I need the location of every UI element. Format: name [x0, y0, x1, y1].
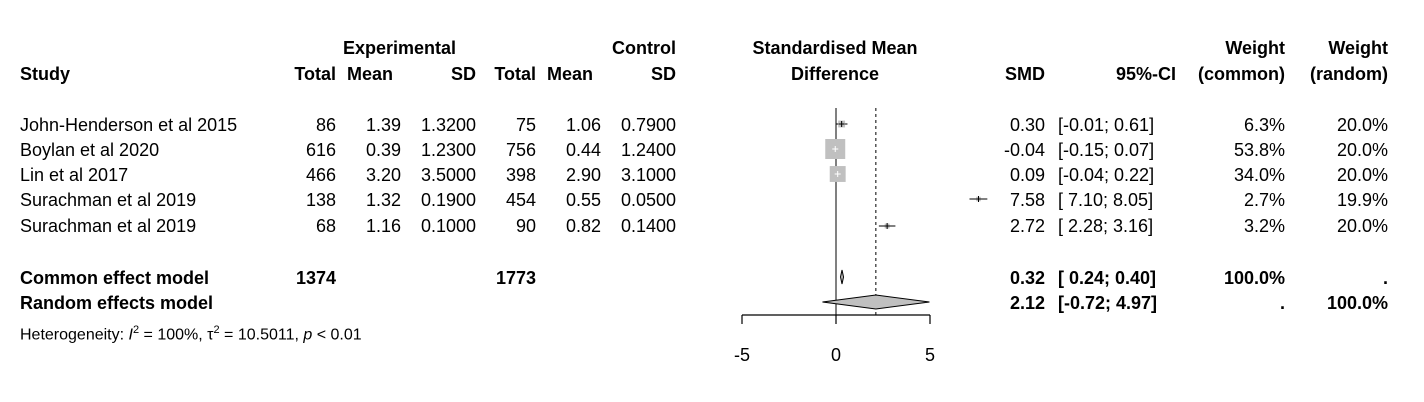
- e-sd: 3.5000: [420, 165, 476, 185]
- c-mean: 2.90: [565, 165, 601, 185]
- random-effects-diamond: [822, 294, 930, 310]
- c-sd: 1.2400: [620, 140, 676, 160]
- ci-value: [ 2.28; 3.16]: [1058, 216, 1154, 236]
- header-c-sd: SD: [650, 64, 676, 84]
- study-name: Lin et al 2017: [20, 165, 129, 185]
- weight-random: 20.0%: [1336, 216, 1388, 236]
- e-total: 466: [305, 165, 336, 185]
- c-total: 756: [505, 140, 536, 160]
- heterogeneity-tau2: 10.5011: [237, 326, 295, 344]
- heterogeneity-p: < 0.01: [316, 326, 362, 344]
- header-smd-title-1: Standardised Mean: [752, 38, 918, 58]
- c-total: 75: [515, 115, 536, 135]
- e-sd: 1.2300: [420, 140, 476, 160]
- common-smd: 0.32: [1009, 268, 1045, 288]
- e-sd: 1.3200: [420, 115, 476, 135]
- c-mean: 0.44: [565, 140, 601, 160]
- e-mean: 3.20: [365, 165, 401, 185]
- study-name: John-Henderson et al 2015: [20, 115, 238, 135]
- weight-common: 53.8%: [1233, 140, 1285, 160]
- smd-value: 7.58: [1009, 190, 1045, 210]
- e-total: 86: [315, 115, 336, 135]
- study-name: Surachman et al 2019: [20, 190, 197, 210]
- e-mean: 0.39: [365, 140, 401, 160]
- header-c-mean: Mean: [547, 64, 594, 84]
- random-weight-common: .: [1279, 293, 1285, 313]
- e-total: 68: [315, 216, 336, 236]
- common-weight-common: 100.0%: [1223, 268, 1285, 288]
- common-effect-diamond: [840, 269, 845, 285]
- weight-common: 6.3%: [1243, 115, 1285, 135]
- c-total: 90: [515, 216, 536, 236]
- header-weight-random-top: Weight: [1328, 38, 1388, 58]
- c-sd: 3.1000: [620, 165, 676, 185]
- smd-value: 2.72: [1009, 216, 1045, 236]
- common-c-total: 1773: [495, 268, 536, 288]
- weight-common: 34.0%: [1233, 165, 1285, 185]
- e-sd: 0.1000: [420, 216, 476, 236]
- e-mean: 1.39: [365, 115, 401, 135]
- common-e-total: 1374: [295, 268, 336, 288]
- c-sd: 0.7900: [620, 115, 676, 135]
- x-tick-label: 0: [831, 345, 841, 365]
- e-sd: 0.1900: [420, 190, 476, 210]
- header-ci: 95%-CI: [1115, 64, 1176, 84]
- random-weight-random: 100.0%: [1326, 293, 1388, 313]
- heterogeneity-prefix: Heterogeneity:: [20, 326, 129, 344]
- e-total: 138: [305, 190, 336, 210]
- weight-random: 19.9%: [1336, 190, 1388, 210]
- header-study: Study: [20, 64, 71, 84]
- heterogeneity-i2: 100%: [157, 326, 199, 344]
- common-effect-label: Common effect model: [20, 268, 210, 288]
- c-mean: 1.06: [565, 115, 601, 135]
- header-control: Control: [612, 38, 676, 58]
- weight-common: 2.7%: [1243, 190, 1285, 210]
- c-total: 454: [505, 190, 536, 210]
- e-mean: 1.32: [365, 190, 401, 210]
- c-mean: 0.55: [565, 190, 601, 210]
- weight-common: 3.2%: [1243, 216, 1285, 236]
- header-experimental: Experimental: [343, 38, 457, 58]
- common-weight-random: .: [1382, 268, 1388, 288]
- heterogeneity-text: Heterogeneity: I2 = 100%, τ2 = 10.5011, …: [20, 324, 362, 344]
- ci-value: [-0.04; 0.22]: [1058, 165, 1155, 185]
- header-e-total: Total: [294, 64, 336, 84]
- header-weight-random: (random): [1310, 64, 1388, 84]
- x-tick-label: -5: [734, 345, 750, 365]
- study-name: Surachman et al 2019: [20, 216, 197, 236]
- c-total: 398: [505, 165, 536, 185]
- e-total: 616: [305, 140, 336, 160]
- smd-value: 0.09: [1009, 165, 1045, 185]
- header-smd-title-2: Difference: [790, 64, 880, 84]
- c-sd: 0.0500: [620, 190, 676, 210]
- smd-value: -0.04: [1003, 140, 1045, 160]
- random-effects-label: Random effects model: [20, 293, 214, 313]
- ci-value: [-0.15; 0.07]: [1058, 140, 1155, 160]
- weight-random: 20.0%: [1336, 115, 1388, 135]
- study-name: Boylan et al 2020: [20, 140, 160, 160]
- smd-value: 0.30: [1009, 115, 1045, 135]
- header-weight-common-top: Weight: [1225, 38, 1285, 58]
- x-tick-label: 5: [925, 345, 935, 365]
- ci-value: [ 7.10; 8.05]: [1058, 190, 1154, 210]
- header-smd: SMD: [1005, 64, 1045, 84]
- e-mean: 1.16: [365, 216, 401, 236]
- header-weight-common: (common): [1198, 64, 1285, 84]
- weight-random: 20.0%: [1336, 140, 1388, 160]
- c-mean: 0.82: [565, 216, 601, 236]
- header-e-mean: Mean: [347, 64, 394, 84]
- header-c-total: Total: [494, 64, 536, 84]
- c-sd: 0.1400: [620, 216, 676, 236]
- random-ci: [-0.72; 4.97]: [1058, 293, 1158, 313]
- weight-random: 20.0%: [1336, 165, 1388, 185]
- common-ci: [ 0.24; 0.40]: [1058, 268, 1157, 288]
- header-e-sd: SD: [450, 64, 476, 84]
- random-smd: 2.12: [1009, 293, 1045, 313]
- ci-value: [-0.01; 0.61]: [1058, 115, 1155, 135]
